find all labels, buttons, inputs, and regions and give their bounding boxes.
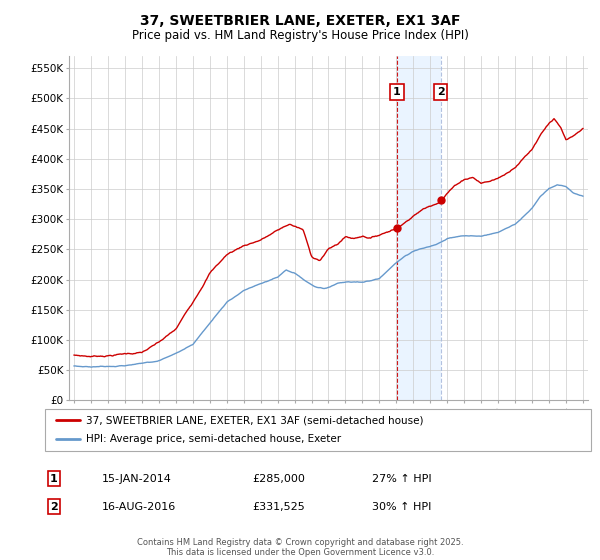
Text: 1: 1 [50, 474, 58, 484]
Text: 16-AUG-2016: 16-AUG-2016 [102, 502, 176, 512]
Text: 27% ↑ HPI: 27% ↑ HPI [372, 474, 431, 484]
Text: HPI: Average price, semi-detached house, Exeter: HPI: Average price, semi-detached house,… [86, 435, 341, 445]
Text: 30% ↑ HPI: 30% ↑ HPI [372, 502, 431, 512]
Text: 2: 2 [50, 502, 58, 512]
Text: 37, SWEETBRIER LANE, EXETER, EX1 3AF (semi-detached house): 37, SWEETBRIER LANE, EXETER, EX1 3AF (se… [86, 415, 424, 425]
Text: Price paid vs. HM Land Registry's House Price Index (HPI): Price paid vs. HM Land Registry's House … [131, 29, 469, 42]
Text: 37, SWEETBRIER LANE, EXETER, EX1 3AF: 37, SWEETBRIER LANE, EXETER, EX1 3AF [140, 14, 460, 28]
Text: 15-JAN-2014: 15-JAN-2014 [102, 474, 172, 484]
Text: 1: 1 [393, 87, 401, 97]
Text: Contains HM Land Registry data © Crown copyright and database right 2025.
This d: Contains HM Land Registry data © Crown c… [137, 538, 463, 557]
Bar [397, 56, 441, 400]
Text: 2: 2 [437, 87, 445, 97]
Text: £331,525: £331,525 [252, 502, 305, 512]
Text: £285,000: £285,000 [252, 474, 305, 484]
